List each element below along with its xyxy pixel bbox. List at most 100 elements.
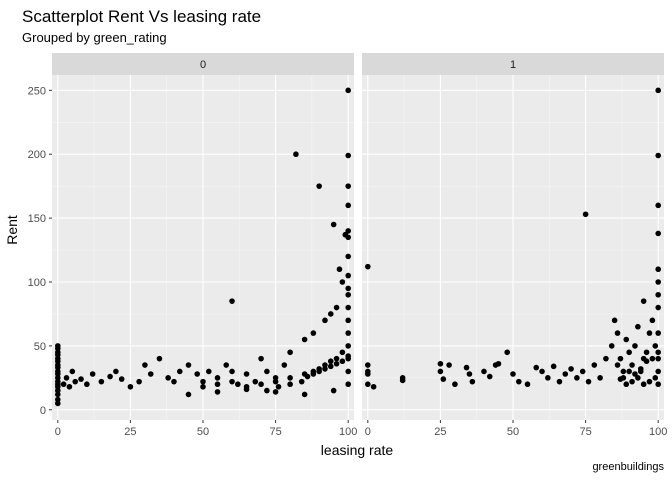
data-point (626, 349, 632, 356)
data-point (89, 371, 96, 377)
data-point (655, 279, 661, 285)
data-point (646, 330, 653, 336)
data-point (339, 358, 346, 365)
data-point (649, 355, 656, 362)
data-point (437, 368, 444, 375)
data-point (655, 202, 661, 209)
data-point (287, 375, 293, 381)
data-point (568, 366, 574, 372)
data-point (287, 381, 293, 388)
data-point (556, 378, 563, 385)
data-point (206, 368, 212, 375)
data-point (176, 368, 183, 375)
data-point (345, 183, 351, 189)
data-point (113, 368, 119, 375)
data-point (446, 362, 452, 368)
data-point (623, 336, 630, 343)
data-point (345, 330, 351, 336)
data-point (365, 381, 371, 388)
data-point (194, 371, 200, 377)
data-point (327, 358, 334, 365)
data-point (655, 355, 661, 362)
data-point (55, 349, 61, 356)
data-point (127, 383, 134, 390)
data-point (272, 378, 279, 385)
data-point (84, 381, 90, 388)
data-point (333, 355, 340, 362)
data-point (72, 378, 79, 385)
data-point (55, 355, 61, 362)
data-point (516, 378, 522, 385)
data-point (469, 378, 476, 385)
data-point (304, 373, 311, 380)
data-point (585, 378, 592, 385)
data-point (165, 375, 171, 381)
data-point (655, 368, 661, 375)
data-point (293, 151, 299, 158)
x-tick-label: 0 (55, 426, 61, 438)
data-point (655, 87, 661, 94)
data-point (524, 381, 531, 388)
data-point (574, 375, 580, 381)
data-point (617, 355, 624, 362)
data-point (463, 364, 470, 371)
data-point (185, 391, 192, 398)
data-point (614, 362, 621, 368)
data-point (200, 383, 206, 390)
data-point (640, 381, 647, 388)
data-point (345, 234, 351, 241)
data-point (330, 387, 337, 394)
strip-background (362, 53, 664, 75)
data-point (310, 330, 317, 336)
data-point (322, 317, 328, 324)
strip-background (52, 53, 354, 75)
chart-title: Scatterplot Rent Vs leasing rate (22, 7, 261, 26)
data-point (142, 362, 148, 368)
data-point (66, 383, 73, 390)
data-point (655, 330, 661, 336)
data-point (214, 375, 221, 381)
data-point (655, 349, 661, 356)
data-point (550, 363, 557, 370)
data-point (301, 391, 308, 398)
data-point (637, 366, 644, 372)
strip-label: 0 (200, 59, 206, 71)
data-point (365, 371, 371, 377)
data-point (345, 291, 351, 298)
data-point (655, 152, 661, 159)
data-point (345, 343, 351, 349)
data-point (652, 375, 659, 381)
x-tick-label: 0 (365, 426, 371, 438)
data-point (339, 349, 346, 356)
data-point (264, 368, 270, 375)
data-point (632, 371, 638, 377)
data-point (287, 349, 293, 356)
data-point (322, 362, 328, 368)
data-point (55, 378, 61, 385)
y-tick-label: 250 (28, 85, 46, 97)
data-point (316, 183, 322, 189)
data-point (635, 375, 641, 381)
data-point (345, 285, 351, 292)
data-point (655, 266, 661, 273)
data-point (272, 375, 279, 381)
data-point (643, 358, 650, 365)
data-point (629, 362, 635, 368)
data-point (78, 376, 84, 382)
data-point (185, 362, 192, 368)
data-point (345, 368, 351, 375)
data-point (562, 371, 569, 377)
data-point (345, 152, 351, 159)
panel-1: 1 0 25 50 75 100 (362, 53, 667, 438)
data-point (200, 378, 206, 385)
data-point (579, 368, 586, 375)
data-point (481, 368, 487, 375)
data-point (597, 375, 603, 381)
x-tick-label: 25 (124, 426, 136, 438)
x-tick-label: 75 (269, 426, 281, 438)
data-point (275, 383, 282, 390)
x-tick-label: 50 (507, 426, 519, 438)
